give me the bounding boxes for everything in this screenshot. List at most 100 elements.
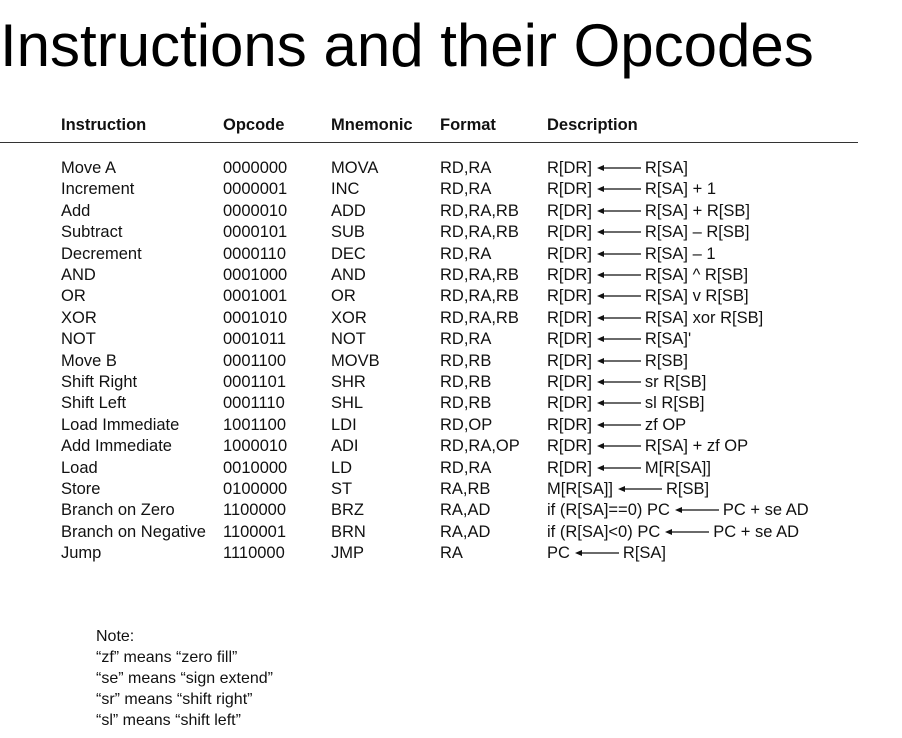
description-cell: R[DR] R[SB]: [547, 350, 887, 372]
instruction-cell: Shift Left: [61, 394, 127, 413]
description-target: R[DR]: [547, 201, 592, 220]
slide-title: Instructions and their Opcodes: [0, 12, 814, 79]
description-source: R[SA]: [644, 159, 689, 177]
left-arrow-icon: [596, 421, 641, 428]
description-target: R[DR]: [547, 223, 592, 242]
left-arrow-icon: [596, 400, 641, 407]
format-cell: RD,RA,RB: [440, 266, 519, 284]
left-arrow-icon: [665, 528, 710, 535]
mnemonic-cell: SHL: [331, 394, 364, 413]
description-cell: R[DR] R[SA] + R[SB]: [547, 200, 887, 222]
instruction-cell: Subtract: [61, 223, 123, 242]
opcode-cell: 0001011: [223, 330, 287, 349]
format-cell: RD,OP: [440, 415, 493, 434]
instruction-cell: Jump: [61, 544, 102, 563]
description-target: R[DR]: [547, 458, 592, 477]
format-cell: RD,RA: [440, 330, 492, 349]
instruction-cell: AND: [61, 266, 96, 284]
instruction-cell: Add Immediate: [61, 437, 172, 456]
mnemonic-cell: SUB: [331, 223, 365, 242]
left-arrow-icon: [596, 443, 641, 450]
description-source: R[SA]: [622, 544, 667, 563]
opcode-cell: 1100001: [223, 522, 287, 541]
mnemonic-cell: MOVB: [331, 351, 380, 370]
format-cell: RD,RA,RB: [440, 223, 519, 242]
description-source: R[SA] – R[SB]: [644, 223, 750, 242]
table-row: Shift Left 0001110 SHL RD,RB R[DR] sl R[SB]: [0, 392, 902, 414]
left-arrow-icon: [596, 250, 641, 257]
description-target: R[DR]: [547, 244, 592, 263]
description-cell: R[DR] R[SA] – 1: [547, 243, 887, 265]
description-target: M[R[SA]]: [547, 480, 614, 498]
description-cell: R[DR] R[SA] + 1: [547, 178, 887, 200]
table-row: Move B 0001100 MOVB RD,RB R[DR] R[SB]: [0, 350, 902, 372]
instruction-cell: Branch on Zero: [61, 501, 175, 520]
description-target: R[DR]: [547, 351, 592, 370]
table-row: Add 0000010 ADD RD,RA,RB R[DR] R[SA] + R[SB]: [0, 200, 902, 222]
description-target: R[DR]: [547, 373, 592, 391]
format-cell: RD,RA: [440, 458, 492, 477]
header-mnemonic: Mnemonic: [331, 116, 413, 134]
left-arrow-icon: [618, 486, 663, 492]
table-row: Move A 0000000 MOVA RD,RA R[DR] R[SA]: [0, 157, 902, 179]
description-cell: if (R[SA]<0) PC PC + se AD: [547, 521, 887, 543]
instruction-cell: XOR: [61, 308, 97, 327]
description-source: R[SA] v R[SB]: [644, 287, 749, 306]
description-target: PC: [547, 544, 570, 563]
mnemonic-cell: OR: [331, 287, 356, 306]
format-cell: RD,RA,RB: [440, 287, 519, 306]
description-cell: M[R[SA]] R[SB]: [547, 478, 887, 500]
table-row: Increment 0000001 INC RD,RA R[DR] R[SA] + 1: [0, 178, 902, 200]
instruction-cell: Add: [61, 201, 91, 220]
description-source: M[R[SA]]: [644, 458, 711, 477]
format-cell: RA,RB: [440, 480, 491, 498]
table-row: Shift Right 0001101 SHR RD,RB R[DR] sr R[SB]: [0, 371, 902, 393]
opcode-cell: 1110000: [223, 544, 285, 563]
description-cell: R[DR] sr R[SB]: [547, 371, 887, 393]
left-arrow-icon: [596, 165, 641, 171]
description-cell: R[DR] R[SA] ^ R[SB]: [547, 264, 887, 286]
description-cell: R[DR] R[SA] v R[SB]: [547, 285, 887, 307]
mnemonic-cell: ADD: [331, 201, 366, 220]
description-source: sl R[SB]: [644, 394, 705, 413]
table-row: XOR 0001010 XOR RD,RA,RB R[DR] R[SA] xor R[SB…: [0, 307, 902, 329]
description-source: R[SB]: [666, 480, 710, 498]
description-target: R[DR]: [547, 159, 592, 177]
mnemonic-cell: XOR: [331, 308, 367, 327]
note-line: “sr” means “shift right”: [96, 691, 253, 708]
format-cell: RD,RA,RB: [440, 308, 519, 327]
left-arrow-icon: [596, 336, 641, 343]
description-target: R[DR]: [547, 287, 592, 306]
instruction-cell: Branch on Negative: [61, 522, 206, 541]
mnemonic-cell: LD: [331, 458, 353, 477]
left-arrow-icon: [596, 229, 641, 236]
description-target: R[DR]: [547, 180, 592, 199]
left-arrow-icon: [596, 357, 641, 364]
format-cell: RD,RA: [440, 180, 492, 199]
format-cell: RA,AD: [440, 501, 491, 520]
mnemonic-cell: SHR: [331, 373, 366, 391]
left-arrow-icon: [596, 314, 641, 321]
table-row: OR 0001001 OR RD,RA,RB R[DR] R[SA] v R[SB]: [0, 285, 902, 307]
description-target: R[DR]: [547, 415, 592, 434]
header-format: Format: [440, 116, 496, 134]
opcode-cell: 0000010: [223, 201, 288, 220]
mnemonic-cell: LDI: [331, 415, 357, 434]
description-source: R[SA] + zf OP: [644, 437, 749, 456]
mnemonic-cell: JMP: [331, 544, 364, 563]
left-arrow-icon: [574, 550, 619, 557]
description-source: PC + se AD: [722, 501, 809, 520]
mnemonic-cell: MOVA: [331, 159, 379, 177]
instruction-cell: Store: [61, 480, 101, 498]
description-cell: R[DR] R[SA] + zf OP: [547, 435, 887, 457]
description-source: PC + se AD: [713, 522, 799, 541]
header-rule: [0, 142, 858, 143]
left-arrow-icon: [674, 507, 719, 514]
description-cell: PC R[SA]: [547, 542, 887, 564]
description-cell: R[DR] M[R[SA]]: [547, 457, 887, 479]
mnemonic-cell: BRN: [331, 522, 366, 541]
format-cell: RA,AD: [440, 522, 491, 541]
format-cell: RA: [440, 544, 463, 563]
note-line: “sl” means “shift left”: [96, 712, 241, 729]
instruction-cell: Load Immediate: [61, 415, 180, 434]
